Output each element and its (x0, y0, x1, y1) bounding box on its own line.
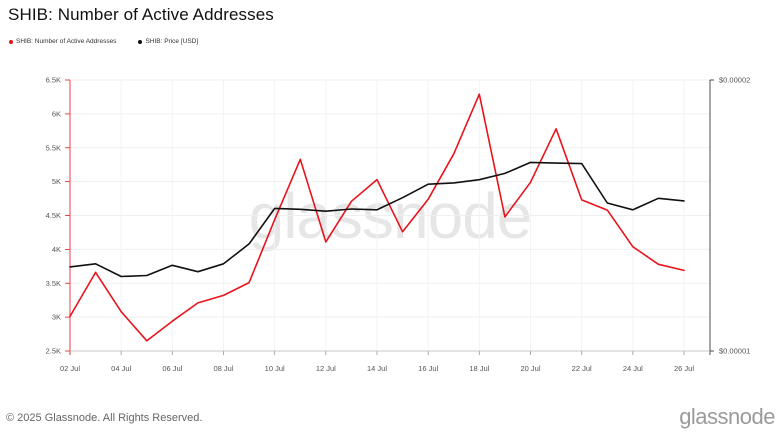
legend-item-active-addresses[interactable]: SHIB: Number of Active Addresses (9, 38, 116, 45)
y-right-tick-label: $0.00001 (719, 347, 750, 356)
x-tick-label: 18 Jul (469, 364, 489, 373)
y-left-tick-label: 6.5K (46, 76, 61, 85)
series-line-active-addresses (69, 93, 685, 342)
x-tick-label: 14 Jul (367, 364, 387, 373)
x-tick-label: 02 Jul (60, 364, 80, 373)
x-tick-label: 08 Jul (213, 364, 233, 373)
x-tick-label: 06 Jul (162, 364, 182, 373)
y-left-tick-label: 4.5K (46, 211, 61, 220)
brand-logo: glassnode (679, 404, 775, 429)
y-left-tick-label: 4K (52, 245, 61, 254)
x-tick-label: 10 Jul (265, 364, 285, 373)
legend-label-price: SHIB: Price [USD] (145, 38, 199, 45)
x-tick-label: 20 Jul (520, 364, 540, 373)
chart-plot: glassnode2.5K3K3.5K4K4.5K5K5.5K6K6.5K02 … (46, 76, 751, 374)
y-left-tick-label: 6K (52, 109, 61, 118)
chart-title: SHIB: Number of Active Addresses (8, 5, 274, 24)
y-left-tick-label: 5K (52, 177, 61, 186)
legend-item-price[interactable]: SHIB: Price [USD] (138, 38, 198, 45)
legend-swatch-active-addresses (9, 39, 13, 44)
x-tick-label: 04 Jul (111, 364, 131, 373)
y-left-tick-label: 2.5K (46, 347, 61, 356)
x-tick-label: 24 Jul (623, 364, 643, 373)
y-left-tick-label: 5.5K (46, 143, 61, 152)
x-tick-label: 12 Jul (316, 364, 336, 373)
series-line-price (69, 161, 685, 278)
x-tick-label: 22 Jul (572, 364, 592, 373)
y-left-tick-label: 3.5K (46, 279, 61, 288)
legend-label-active-addresses: SHIB: Number of Active Addresses (16, 38, 117, 45)
legend-swatch-price (138, 39, 143, 44)
x-tick-label: 16 Jul (418, 364, 438, 373)
copyright-footer: © 2025 Glassnode. All Rights Reserved. (6, 412, 203, 424)
x-tick-label: 26 Jul (674, 364, 694, 373)
y-left-tick-label: 3K (52, 313, 61, 322)
y-right-tick-label: $0.00002 (719, 76, 750, 85)
chart-legend: SHIB: Number of Active Addresses SHIB: P… (9, 38, 198, 45)
